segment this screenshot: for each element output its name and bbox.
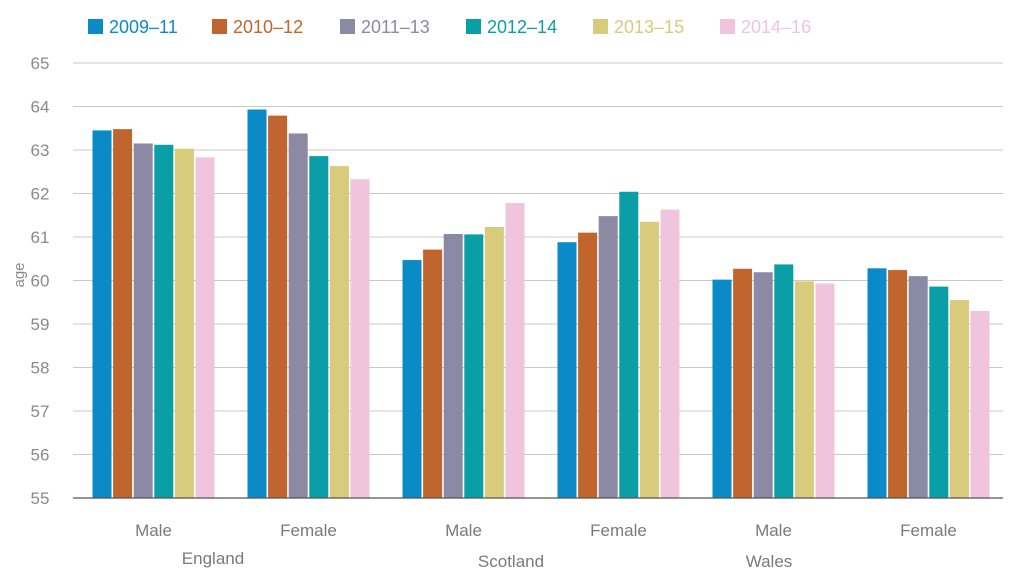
bar	[247, 109, 267, 499]
y-tick-label: 55	[31, 489, 50, 508]
legend-swatch	[340, 19, 355, 34]
x-axis-group-labels: England Scotland Wales	[182, 549, 793, 571]
y-tick-label: 63	[31, 141, 50, 160]
x-category-label: Male	[445, 521, 482, 540]
x-category-label: Female	[280, 521, 337, 540]
x-axis-category-labels: Male Female Male Female Male Female	[135, 521, 957, 540]
bar	[949, 300, 969, 498]
bar	[639, 221, 659, 498]
x-group-label: Wales	[746, 552, 793, 571]
bar	[423, 249, 443, 498]
y-axis-title: age	[11, 262, 28, 287]
y-tick-label: 65	[31, 54, 50, 73]
bar	[464, 234, 484, 498]
bar	[402, 260, 422, 498]
bar	[92, 130, 112, 499]
bar	[815, 283, 835, 498]
bar	[329, 166, 349, 498]
legend: 2009–11 2010–12 2011–13 2012–14 2013–15 2014–…	[88, 17, 811, 37]
bar	[867, 268, 887, 498]
legend-swatch	[88, 19, 103, 34]
bar	[598, 216, 618, 498]
bar	[578, 232, 598, 498]
bar	[733, 268, 753, 498]
legend-label: 2014–16	[741, 17, 811, 37]
bar	[174, 148, 194, 498]
y-tick-label: 62	[31, 185, 50, 204]
bar	[753, 272, 773, 498]
bar	[133, 143, 153, 498]
x-group-label: England	[182, 549, 244, 568]
bar	[712, 279, 732, 498]
legend-swatch	[593, 19, 608, 34]
bar	[794, 281, 814, 498]
bar	[888, 270, 908, 498]
x-category-label: Female	[900, 521, 957, 540]
y-tick-label: 57	[31, 402, 50, 421]
legend-label: 2011–13	[361, 17, 430, 37]
bar	[195, 157, 215, 498]
y-tick-label: 56	[31, 446, 50, 465]
x-category-label: Female	[590, 521, 647, 540]
x-group-label: Scotland	[478, 552, 544, 571]
x-category-label: Male	[755, 521, 792, 540]
gridlines	[73, 62, 1003, 455]
bar	[154, 144, 174, 498]
legend-swatch	[212, 19, 227, 34]
bar	[309, 156, 329, 498]
y-tick-label: 61	[31, 228, 50, 247]
bar	[288, 133, 308, 498]
y-tick-label: 64	[31, 98, 50, 117]
y-axis-ticks: 55 56 57 58 59 60 61 62 63 64 65	[31, 54, 50, 508]
bar	[113, 129, 133, 498]
y-tick-label: 60	[31, 272, 50, 291]
bar	[350, 179, 370, 498]
legend-swatch	[466, 19, 481, 34]
legend-label: 2012–14	[487, 17, 557, 37]
legend-swatch	[720, 19, 735, 34]
bar	[443, 233, 463, 498]
y-tick-label: 59	[31, 315, 50, 334]
bars	[92, 109, 990, 499]
bar	[929, 286, 949, 498]
bar	[484, 226, 504, 498]
legend-label: 2010–12	[233, 17, 303, 37]
bar	[660, 209, 680, 498]
bar	[908, 276, 928, 498]
bar	[774, 264, 794, 498]
y-tick-label: 58	[31, 359, 50, 378]
x-category-label: Male	[135, 521, 172, 540]
bar	[268, 115, 288, 498]
bar	[557, 242, 577, 498]
legend-label: 2013–15	[614, 17, 684, 37]
legend-label: 2009–11	[109, 17, 178, 37]
bar	[619, 191, 639, 498]
bar	[505, 203, 525, 498]
bar	[970, 310, 990, 498]
